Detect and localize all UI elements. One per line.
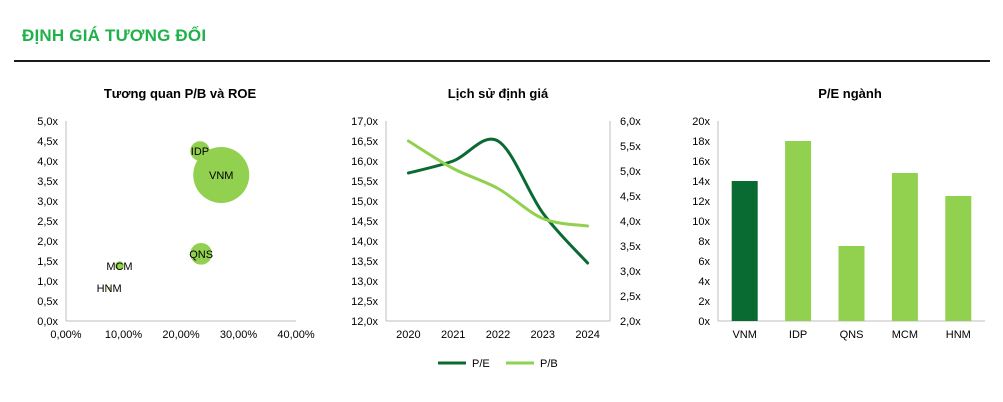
page-title: ĐỊNH GIÁ TƯƠNG ĐỐI xyxy=(22,26,207,45)
line-right-tick-label: 4,5x xyxy=(620,191,641,203)
line-right-tick-label: 3,5x xyxy=(620,241,641,253)
line-left-tick-label: 13,5x xyxy=(351,256,378,268)
line-series-pb xyxy=(406,139,590,228)
line-left-tick-label: 16,0x xyxy=(351,156,378,168)
line-right-tick-label: 5,5x xyxy=(620,141,641,153)
scatter-y-tick-label: 1,0x xyxy=(37,276,58,288)
scatter-y-tick-label: 1,5x xyxy=(37,256,58,268)
scatter-y-tick-label: 0,0x xyxy=(37,316,58,328)
line-x-tick-label: 2024 xyxy=(575,329,599,341)
scatter-x-tick-label: 20,00% xyxy=(162,329,200,341)
line-series-pe xyxy=(406,137,590,265)
line-left-tick-label: 14,0x xyxy=(351,236,378,248)
scatter-chart-title: Tương quan P/B và ROE xyxy=(103,86,257,101)
scatter-point-label: IDP xyxy=(191,146,209,158)
scatter-point-label: QNS xyxy=(189,249,213,261)
bar-y-tick-label: 4x xyxy=(698,276,710,288)
bar-y-tick-label: 8x xyxy=(698,236,710,248)
line-left-tick-label: 17,0x xyxy=(351,116,378,128)
line-right-tick-label: 4,0x xyxy=(620,216,641,228)
scatter-x-tick-label: 10,00% xyxy=(105,329,143,341)
scatter-point-label: HNM xyxy=(97,283,122,295)
scatter-x-tick-label: 0,00% xyxy=(50,329,81,341)
line-left-tick-label: 15,0x xyxy=(351,196,378,208)
scatter-y-tick-label: 2,5x xyxy=(37,216,58,228)
bar-x-tick-label: IDP xyxy=(789,329,807,341)
bar-y-tick-label: 18x xyxy=(692,136,710,148)
line-x-tick-label: 2021 xyxy=(441,329,465,341)
scatter-y-tick-label: 4,0x xyxy=(37,156,58,168)
scatter-bubble-vnm xyxy=(193,147,250,203)
line-x-tick-label: 2023 xyxy=(531,329,555,341)
bar-chart-title: P/E ngành xyxy=(818,86,882,101)
bar-y-tick-label: 16x xyxy=(692,156,710,168)
line-chart-title: Lịch sử định giá xyxy=(447,86,549,101)
bar-y-tick-label: 0x xyxy=(698,316,710,328)
bar-qns xyxy=(838,246,865,321)
line-x-tick-label: 2022 xyxy=(486,329,510,341)
scatter-y-tick-label: 4,5x xyxy=(37,136,58,148)
bar-y-tick-label: 12x xyxy=(692,196,710,208)
line-left-tick-label: 14,5x xyxy=(351,216,378,228)
legend-label: P/E xyxy=(472,358,490,370)
legend-label: P/B xyxy=(540,358,558,370)
scatter-x-tick-label: 40,00% xyxy=(277,329,315,341)
line-x-tick-label: 2020 xyxy=(396,329,420,341)
scatter-x-tick-label: 30,00% xyxy=(220,329,258,341)
bar-y-tick-label: 2x xyxy=(698,296,710,308)
bar-idp xyxy=(785,141,812,321)
scatter-bubble-mcm xyxy=(115,261,124,271)
line-left-tick-label: 15,5x xyxy=(351,176,378,188)
scatter-bubble-qns xyxy=(190,242,212,265)
scatter-y-tick-label: 5,0x xyxy=(37,116,58,128)
header-divider xyxy=(14,60,990,62)
bar-x-tick-label: MCM xyxy=(892,329,918,341)
scatter-bubble-idp xyxy=(190,141,210,161)
scatter-point-label: MCM xyxy=(106,261,132,273)
bar-y-tick-label: 6x xyxy=(698,256,710,268)
line-left-tick-label: 12,0x xyxy=(351,316,378,328)
scatter-y-tick-label: 3,0x xyxy=(37,196,58,208)
bar-x-tick-label: HNM xyxy=(946,329,971,341)
scatter-point-label: VNM xyxy=(209,170,233,182)
scatter-y-tick-label: 0,5x xyxy=(37,296,58,308)
bar-vnm xyxy=(731,181,758,321)
bar-y-tick-label: 20x xyxy=(692,116,710,128)
bar-hnm xyxy=(945,196,972,321)
bar-y-tick-label: 14x xyxy=(692,176,710,188)
scatter-y-tick-label: 3,5x xyxy=(37,176,58,188)
line-left-tick-label: 13,0x xyxy=(351,276,378,288)
line-right-tick-label: 3,0x xyxy=(620,266,641,278)
line-right-tick-label: 6,0x xyxy=(620,116,641,128)
line-right-tick-label: 2,0x xyxy=(620,316,641,328)
scatter-bubble-hnm xyxy=(107,286,111,290)
line-right-tick-label: 5,0x xyxy=(620,166,641,178)
line-right-tick-label: 2,5x xyxy=(620,291,641,303)
bar-x-tick-label: VNM xyxy=(732,329,756,341)
line-left-tick-label: 12,5x xyxy=(351,296,378,308)
bar-mcm xyxy=(891,173,918,321)
line-left-tick-label: 16,5x xyxy=(351,136,378,148)
scatter-y-tick-label: 2,0x xyxy=(37,236,58,248)
bar-y-tick-label: 10x xyxy=(692,216,710,228)
bar-x-tick-label: QNS xyxy=(840,329,864,341)
